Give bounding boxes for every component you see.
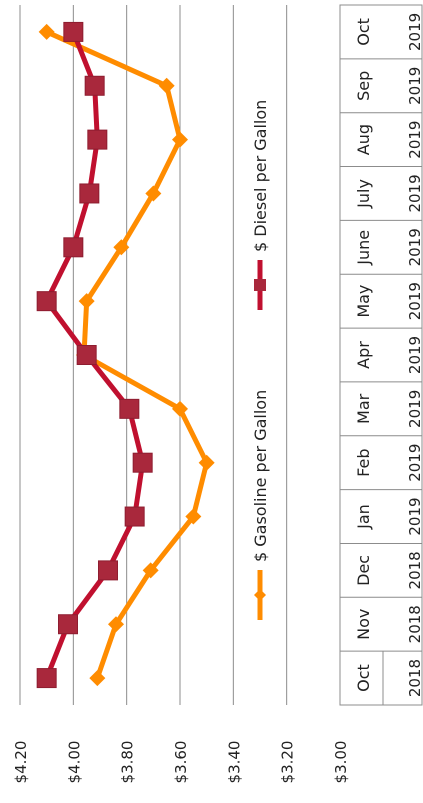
category-year-label: 2018 bbox=[406, 659, 423, 697]
legend-marker-diesel bbox=[254, 279, 266, 291]
y-tick-label: $4.20 bbox=[12, 741, 30, 784]
diesel-point bbox=[87, 129, 108, 150]
gasoline-point bbox=[113, 239, 130, 256]
legend-label-1: $ Diesel per Gallon bbox=[251, 100, 270, 252]
gasoline-point bbox=[158, 77, 175, 94]
legend: $ Gasoline per Gallon $ Diesel per Gallon bbox=[251, 100, 270, 620]
y-tick-label: $3.40 bbox=[225, 741, 243, 784]
diesel-point bbox=[76, 345, 97, 365]
category-year-label: 2019 bbox=[406, 67, 423, 105]
category-year-label: 2019 bbox=[406, 444, 423, 482]
category-year-label: 2019 bbox=[406, 390, 423, 428]
diesel-point bbox=[98, 560, 118, 581]
category-label: Sep bbox=[354, 71, 373, 101]
gasoline-point bbox=[185, 508, 202, 525]
category-label: Nov bbox=[354, 609, 373, 640]
diesel-point bbox=[36, 291, 57, 312]
diesel-point bbox=[79, 183, 100, 204]
category-year-label: 2019 bbox=[406, 228, 423, 266]
category-label: Oct bbox=[354, 18, 373, 46]
category-label: Oct bbox=[354, 664, 373, 692]
category-year-label: 2018 bbox=[406, 551, 423, 589]
diesel-point bbox=[119, 398, 140, 419]
category-table: Oct 2018 Nov 2018 Dec 2018 Jan 2019 Feb 2019 Mar 20… bbox=[339, 4, 423, 706]
diesel-point bbox=[36, 668, 57, 689]
y-tick-label: $3.00 bbox=[332, 741, 350, 784]
category-label: May bbox=[354, 285, 373, 318]
category-year-label: 2019 bbox=[406, 282, 423, 320]
diesel-point bbox=[124, 506, 145, 527]
legend-marker-gasoline bbox=[254, 589, 266, 601]
diesel-point bbox=[63, 237, 84, 258]
gasoline-point bbox=[172, 400, 188, 417]
category-label: Mar bbox=[354, 393, 373, 424]
gridlines bbox=[19, 5, 341, 705]
category-year-label: 2019 bbox=[406, 174, 423, 212]
gasoline-point bbox=[145, 185, 162, 202]
category-label: Feb bbox=[354, 449, 373, 477]
category-label: June bbox=[354, 230, 373, 266]
gasoline-point bbox=[142, 562, 159, 579]
category-label: Dec bbox=[354, 555, 373, 586]
gasoline-point bbox=[172, 131, 188, 148]
diesel-point bbox=[63, 21, 84, 42]
gasoline-point bbox=[38, 23, 55, 40]
gasoline-point bbox=[198, 454, 215, 471]
category-year-label: 2019 bbox=[406, 497, 423, 535]
legend-label-0: $ Gasoline per Gallon bbox=[251, 390, 270, 562]
category-year-label: 2019 bbox=[406, 13, 423, 51]
category-label: Apr bbox=[354, 341, 373, 369]
y-tick-label: $4.00 bbox=[65, 741, 83, 784]
category-label: July bbox=[354, 179, 373, 209]
category-label: Jan bbox=[354, 504, 373, 530]
category-year-label: 2019 bbox=[406, 336, 423, 374]
category-year-label: 2019 bbox=[406, 121, 423, 159]
gasoline-point bbox=[78, 293, 95, 310]
category-label: Aug bbox=[354, 124, 373, 155]
y-axis-tick-labels: $3.00 $3.20 $3.40 $3.60 $3.80 $4.00 $4.20 bbox=[12, 741, 350, 784]
series-layer bbox=[36, 21, 215, 689]
y-tick-label: $3.20 bbox=[279, 741, 297, 784]
y-tick-label: $3.60 bbox=[172, 741, 190, 784]
category-year-label: 2018 bbox=[406, 605, 423, 643]
gasoline-point bbox=[108, 616, 124, 633]
table-frame bbox=[339, 4, 423, 706]
gasoline-point bbox=[89, 670, 106, 687]
diesel-point bbox=[58, 614, 78, 635]
y-tick-label: $3.80 bbox=[119, 741, 137, 784]
diesel-point bbox=[84, 75, 105, 96]
diesel-point bbox=[132, 452, 153, 473]
